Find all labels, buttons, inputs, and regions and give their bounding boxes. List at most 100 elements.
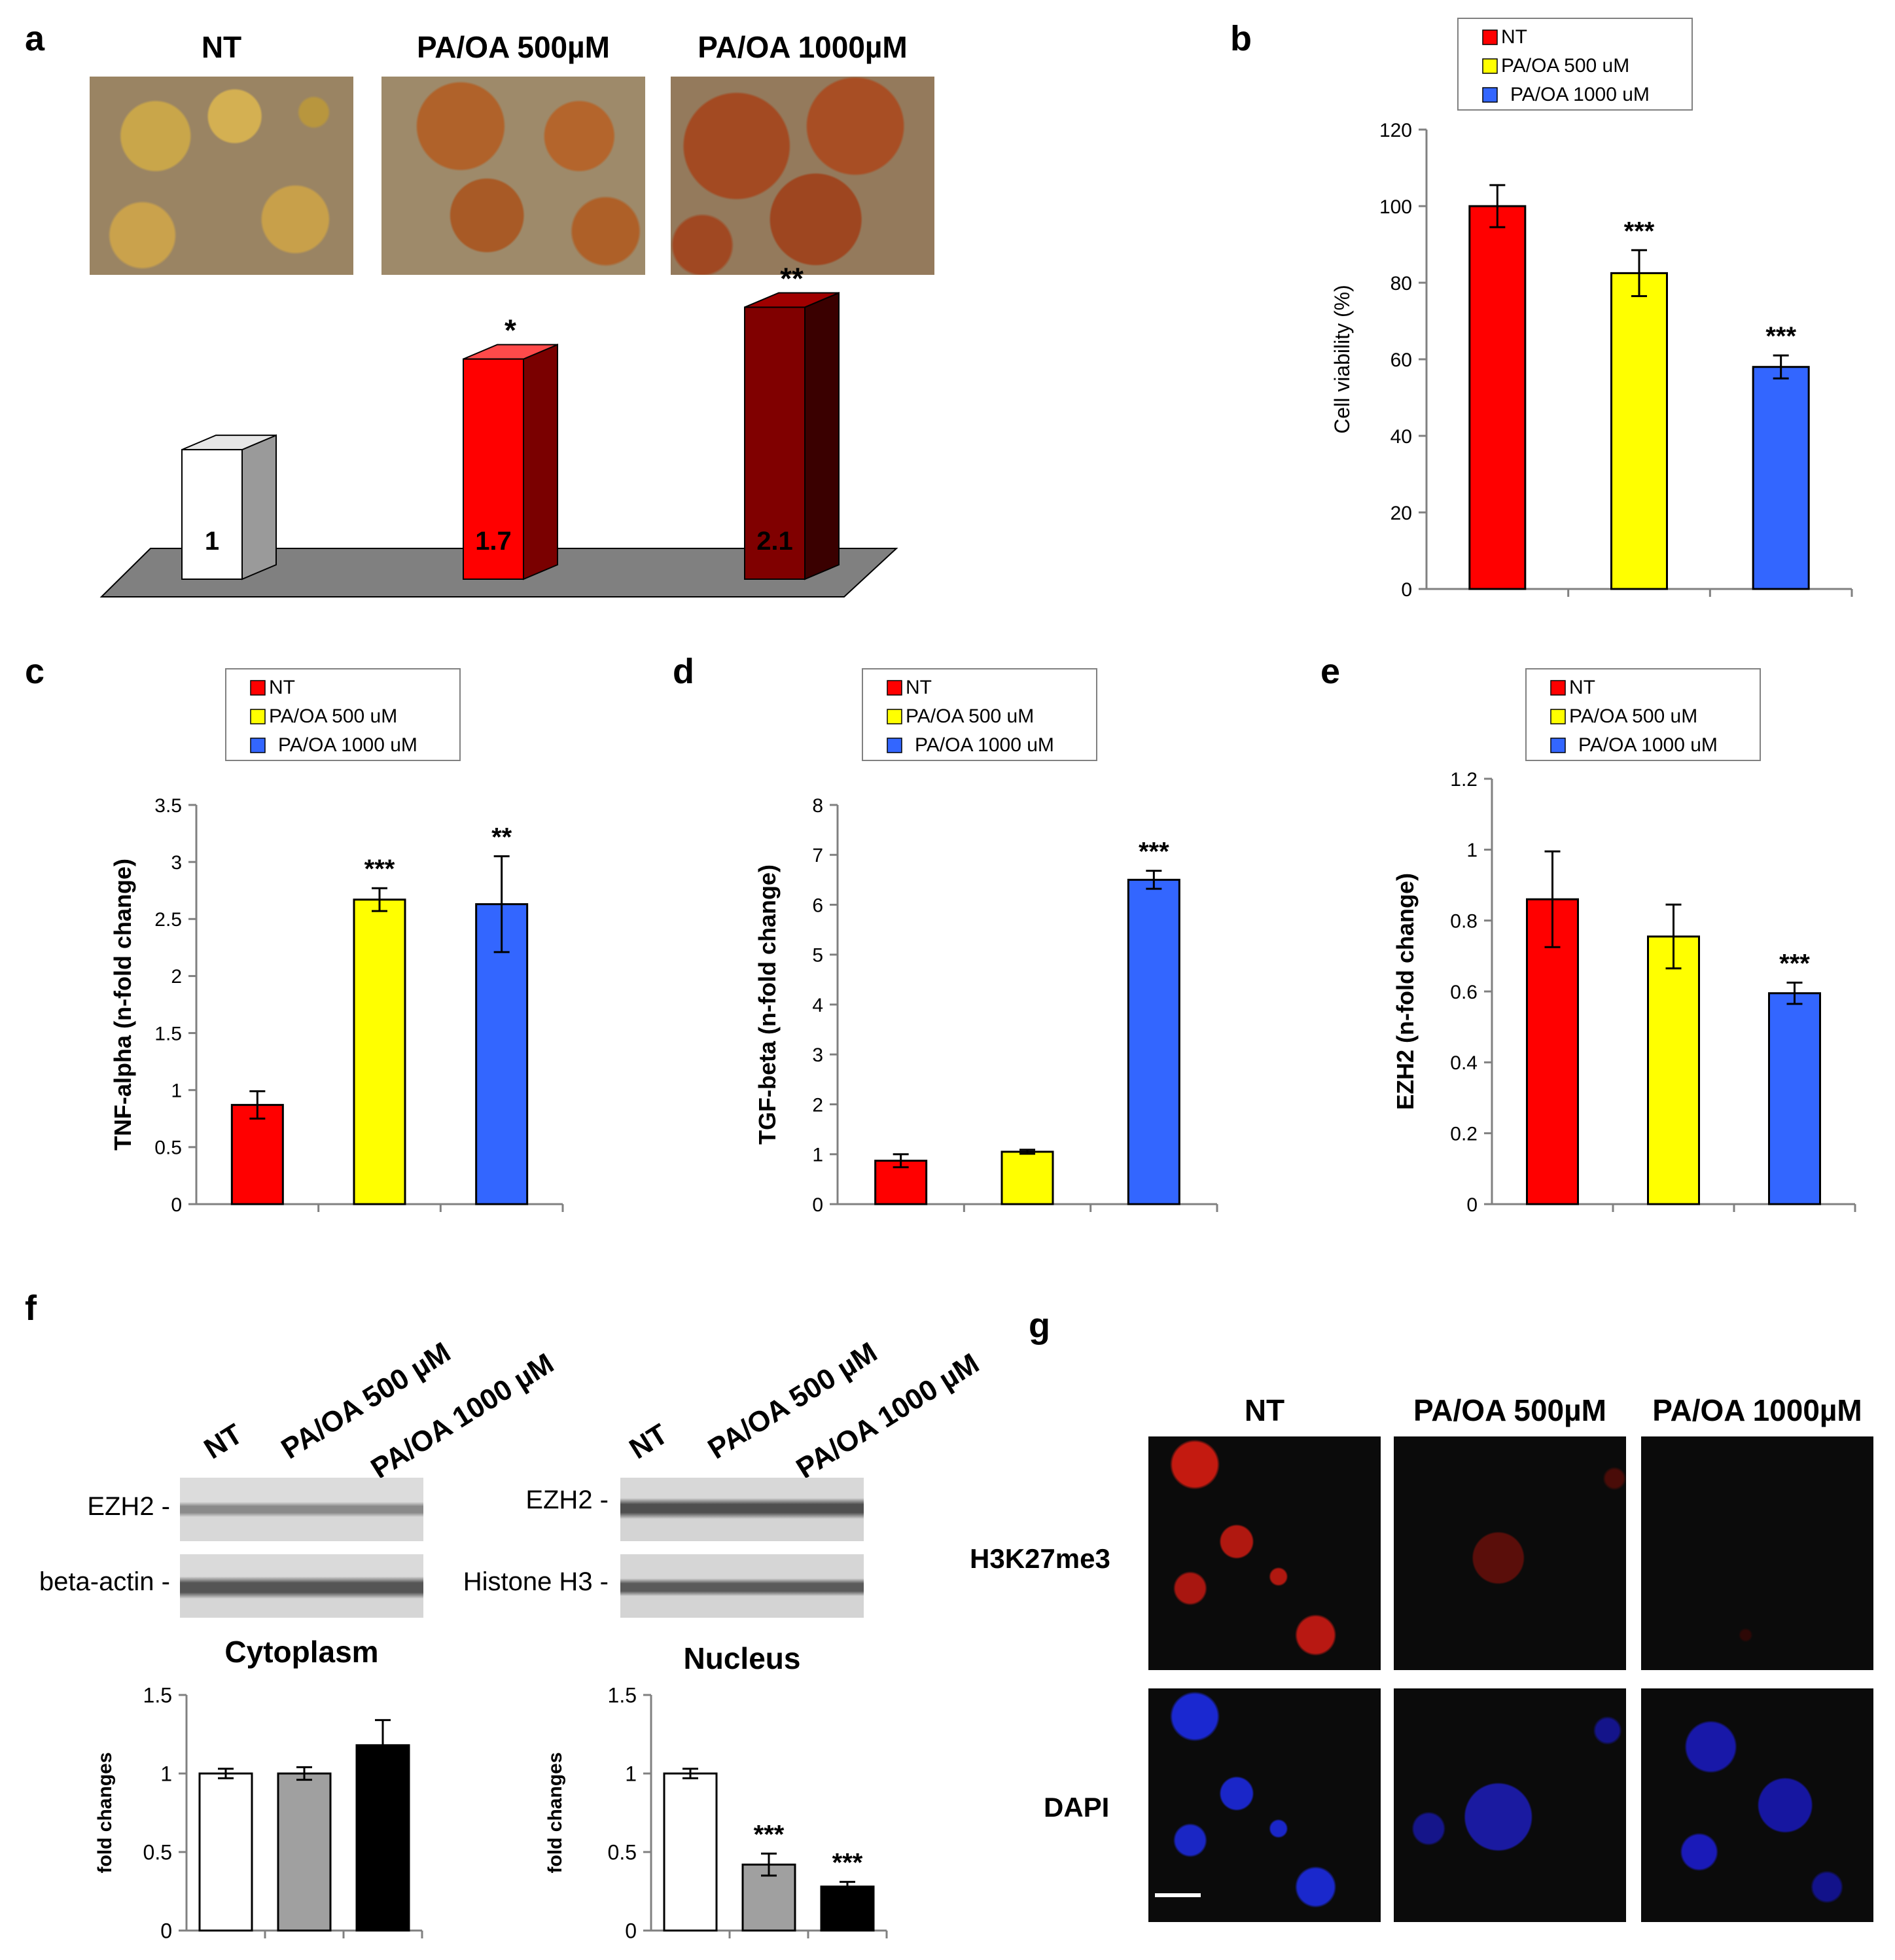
significance-marker: *** [1779,949,1810,978]
blot-nuc-ezh2 [620,1478,864,1541]
y-tick-label: 3 [171,852,182,874]
y-tick-label: 1.2 [1450,769,1478,791]
bar3d-pa-oa-500-m [463,358,524,580]
micrograph-pa500 [381,77,645,275]
y-tick-label: 1.5 [154,1023,182,1044]
panel-a-condition-nt: NT [201,30,242,64]
legend-swatch [887,738,902,753]
y-tick-label: 0.6 [1450,982,1478,1003]
blot-row-cyto-ezh2: EZH2 - [87,1492,170,1521]
y-tick-label: 7 [812,845,823,866]
y-tick-label: 1 [1466,840,1478,861]
legend-swatch [1550,680,1566,696]
legend-swatch [1550,709,1566,724]
legend-item: NT [906,677,932,698]
legend-item: NT [1569,677,1595,698]
y-tick-label: 60 [1390,349,1412,371]
y-tick-label: 4 [812,995,823,1016]
bar-nt [1468,205,1527,590]
legend-item: PA/OA 1000 uM [1510,84,1650,105]
y-tick-label: 1 [625,1762,637,1786]
bar-pa-oa-1000-m [820,1885,875,1932]
blot-row-cyto-actin: beta-actin - [39,1567,170,1596]
blot-cyto-ezh2 [180,1478,423,1541]
significance-marker: *** [1139,838,1169,866]
y-axis-label: Cell viability (%) [1330,285,1354,434]
y-tick-label: 40 [1390,426,1412,448]
panel-a-condition-pa1000: PA/OA 1000µM [698,30,908,64]
y-tick-label: 3 [812,1044,823,1066]
panel-a-condition-pa500: PA/OA 500µM [417,30,610,64]
bar-pa-oa-500-um [353,899,406,1205]
panel-g-condition-pa1000: PA/OA 1000µM [1652,1393,1862,1427]
y-tick-label: 0 [625,1919,637,1943]
y-tick-label: 0.2 [1450,1123,1478,1145]
legend-item: NT [1501,26,1527,48]
significance-marker: ** [780,261,804,295]
bar3d-nt [181,449,243,580]
panel-label-c: c [25,652,45,691]
micrograph-nt [90,77,353,275]
legend-swatch [250,709,266,724]
blot-nuc-h3 [620,1554,864,1618]
y-tick-label: 6 [812,895,823,916]
y-tick-label: 2 [171,966,182,988]
y-tick-label: 20 [1390,503,1412,524]
panel-label-f: f [25,1289,37,1328]
legend-item: PA/OA 1000 uM [1578,734,1718,756]
fluor-h3k27me3-pa1000 [1641,1436,1873,1670]
y-axis-label: EZH2 (n-fold change) [1392,873,1419,1110]
y-tick-label: 0.4 [1450,1052,1478,1074]
panel-g-row-h3k27me3: H3K27me3 [970,1543,1110,1574]
blot-row-nuc-h3: Histone H3 - [463,1567,609,1596]
legend-item: NT [269,677,295,698]
y-tick-label: 120 [1379,120,1412,141]
blot-cyto-title: Cytoplasm [224,1635,379,1669]
bar3d-label: 1.7 [475,527,512,556]
y-tick-label: 0.5 [154,1137,182,1159]
fluor-dapi-nt [1148,1688,1381,1922]
significance-marker: *** [1765,322,1796,351]
legend-swatch [887,709,902,724]
panel-g-condition-pa500: PA/OA 500µM [1413,1393,1606,1427]
y-axis-label: TGF-beta (n-fold change) [754,864,781,1145]
y-tick-label: 1 [171,1080,182,1102]
legend-swatch [250,680,266,696]
panel-label-b: b [1230,19,1252,58]
legend-swatch [1482,58,1498,74]
y-tick-label: 2 [812,1094,823,1116]
significance-marker: * [505,313,516,347]
y-tick-label: 0.5 [608,1841,637,1864]
bar3d-label: 1 [205,527,219,556]
bar3d-pa-oa-1000-m [744,306,806,580]
panel-label-d: d [673,652,694,691]
y-axis-label: fold changes [544,1752,566,1873]
bar-pa-oa-1000-um [475,903,529,1205]
y-tick-label: 0.5 [143,1841,172,1864]
y-tick-label: 1 [812,1145,823,1166]
fluor-dapi-pa500 [1394,1688,1626,1922]
legend-item: PA/OA 500 uM [269,705,397,727]
y-tick-label: 0.8 [1450,910,1478,932]
significance-marker: *** [1624,217,1655,245]
blot-cyto-actin [180,1554,423,1618]
bar-nt [198,1772,253,1932]
micrograph-pa1000 [671,77,934,275]
y-tick-label: 0 [160,1919,172,1943]
y-axis-label: TNF-alpha (n-fold change) [109,859,136,1150]
y-tick-label: 0 [1466,1194,1478,1216]
y-tick-label: 100 [1379,196,1412,218]
y-tick-label: 1.5 [608,1684,637,1707]
y-tick-label: 0 [1401,579,1412,601]
panel-label-a: a [25,19,45,58]
panel-g-condition-nt: NT [1244,1393,1285,1427]
y-tick-label: 5 [812,945,823,967]
bar-pa-oa-1000-m [355,1744,410,1932]
legend-item: PA/OA 500 uM [1569,705,1697,727]
bar-nt [230,1103,284,1205]
